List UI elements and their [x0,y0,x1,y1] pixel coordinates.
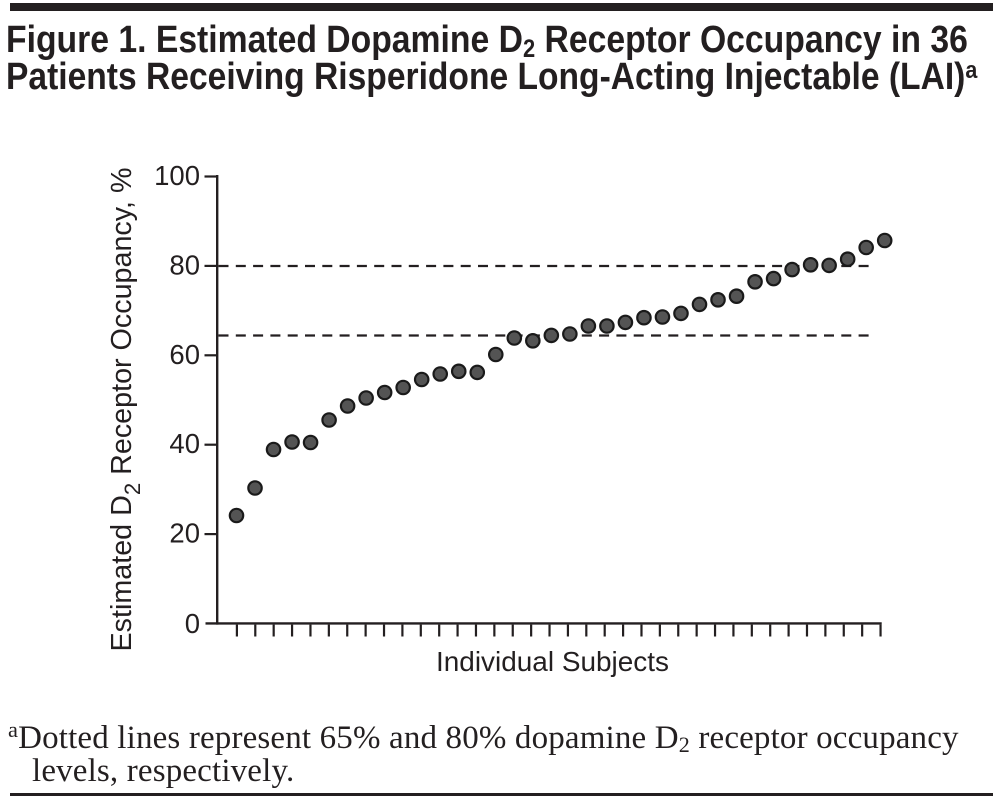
svg-text:Individual Subjects: Individual Subjects [436,646,669,677]
svg-text:80: 80 [169,249,200,280]
svg-text:100: 100 [154,160,200,191]
svg-text:20: 20 [169,518,200,549]
svg-text:0: 0 [185,608,200,639]
svg-text:Estimated D2 Receptor Occupanc: Estimated D2 Receptor Occupancy, % [106,168,145,652]
svg-text:40: 40 [169,428,200,459]
svg-text:60: 60 [169,339,200,370]
